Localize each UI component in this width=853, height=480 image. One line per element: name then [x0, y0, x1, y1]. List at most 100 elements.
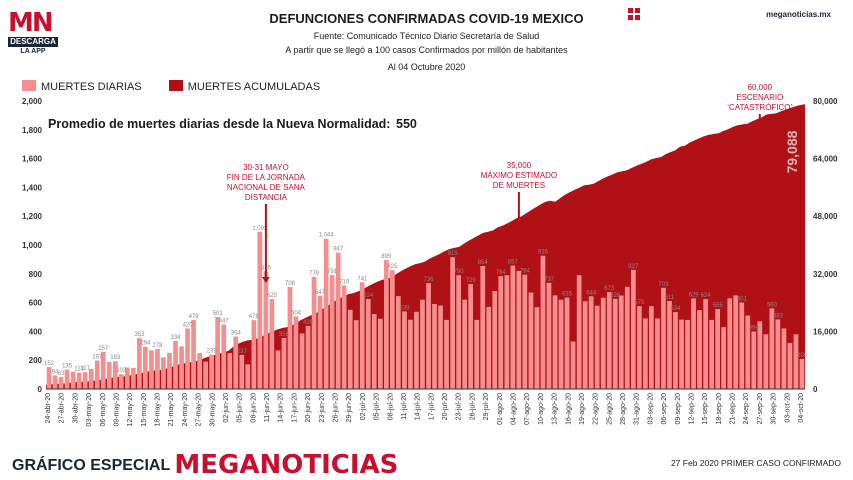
- daily-bar: [745, 315, 751, 389]
- annotation-arrowhead: [261, 277, 270, 283]
- daily-bar: [733, 295, 739, 389]
- daily-value-label: 741: [357, 276, 368, 282]
- daily-bar: [221, 324, 227, 389]
- daily-bar: [739, 302, 745, 389]
- daily-value-label: 355: [279, 332, 290, 338]
- annotation-text: DISTANCIA: [245, 193, 288, 202]
- annotation-text: 60,000: [748, 83, 773, 92]
- daily-value-label: 947: [333, 247, 344, 253]
- daily-bar: [576, 275, 582, 389]
- daily-bar: [371, 314, 377, 389]
- daily-bar: [359, 282, 365, 389]
- daily-bar: [131, 368, 136, 389]
- legend-swatch-daily: [22, 80, 36, 91]
- daily-bar: [191, 320, 196, 389]
- chart-subtitle-date: Al 04 Octubre 2020: [387, 62, 466, 72]
- y-right-tick-label: 0: [813, 385, 818, 394]
- daily-bar: [510, 265, 516, 389]
- chart-title: DEFUNCIONES CONFIRMADAS COVID-19 MEXICO: [269, 11, 584, 26]
- daily-value-label: 501: [213, 311, 224, 317]
- daily-value-label: 854: [478, 260, 489, 266]
- daily-bar: [540, 255, 546, 389]
- daily-value-label: 117: [80, 366, 90, 372]
- daily-bar: [631, 269, 636, 389]
- x-tick-label: 01-ago-20: [497, 393, 504, 425]
- daily-value-label: 555: [713, 303, 724, 309]
- daily-bar: [606, 292, 612, 389]
- daily-bar: [317, 295, 323, 389]
- daily-value-label: 779: [309, 271, 320, 277]
- y-left-tick-label: 400: [29, 327, 43, 336]
- daily-value-label: 784: [496, 270, 507, 276]
- meganoticias-logo[interactable]: MN DESCARGA LA APP: [8, 10, 58, 56]
- x-tick-label: 03-may-20: [86, 393, 93, 427]
- daily-bar: [703, 299, 708, 389]
- daily-value-label: 239: [207, 349, 218, 355]
- x-tick-label: 12-sep-20: [689, 393, 696, 425]
- y-right-tick-label: 64,000: [813, 155, 838, 164]
- x-tick-label: 23-jul-20: [456, 393, 463, 420]
- daily-bar: [335, 252, 341, 389]
- x-tick-label: 30-may-20: [209, 393, 216, 427]
- daily-value-label: 135: [62, 364, 73, 370]
- daily-bar: [522, 274, 528, 389]
- cumulative-end-label: 79,088: [784, 130, 800, 173]
- daily-value-label: 447: [219, 319, 230, 325]
- daily-bar: [685, 319, 690, 389]
- x-tick-label: 04-oct-20: [798, 393, 805, 423]
- daily-bar: [474, 319, 480, 389]
- site-url[interactable]: meganoticias.mx: [766, 10, 831, 19]
- x-tick-label: 09-may-20: [114, 393, 121, 427]
- daily-bar: [679, 319, 684, 389]
- y-left-tick-label: 1,600: [22, 155, 43, 164]
- daily-bar: [353, 320, 359, 389]
- x-tick-label: 10-ago-20: [538, 393, 545, 425]
- y-left-tick-label: 600: [29, 299, 43, 308]
- y-left-tick-label: 0: [38, 385, 43, 394]
- x-tick-label: 04-ago-20: [511, 393, 518, 425]
- grid-icon[interactable]: [628, 8, 640, 20]
- x-tick-label: 28-ago-20: [620, 393, 627, 425]
- footer-brand-block: GRÁFICO ESPECIAL MEGANOTICIAS: [12, 450, 398, 480]
- daily-bar: [106, 361, 112, 389]
- daily-bar: [492, 291, 498, 389]
- daily-value-label: 334: [170, 335, 181, 341]
- y-left-tick-label: 1,400: [22, 183, 43, 192]
- daily-value-label: 703: [658, 282, 669, 288]
- daily-value-label: 1,092: [252, 226, 268, 232]
- daily-bar: [721, 327, 726, 389]
- daily-value-label: 635: [562, 292, 573, 298]
- daily-bar: [697, 310, 702, 389]
- daily-bar: [227, 353, 233, 389]
- daily-value-label: 113: [74, 367, 84, 373]
- daily-bar: [245, 364, 251, 389]
- daily-bar: [450, 257, 455, 389]
- daily-bar: [432, 304, 437, 389]
- daily-bar: [112, 361, 118, 389]
- daily-bar: [408, 319, 413, 389]
- y-left-tick-label: 1,000: [22, 241, 43, 250]
- x-tick-label: 05-jun-20: [237, 393, 244, 423]
- x-tick-label: 05-jul-20: [374, 393, 381, 420]
- daily-value-label: 208: [797, 353, 808, 359]
- x-tick-label: 26-jun-20: [333, 393, 340, 423]
- daily-value-label: 644: [586, 290, 597, 296]
- daily-bar: [793, 334, 799, 389]
- footer-brand: MEGANOTICIAS: [174, 450, 399, 480]
- daily-bar: [378, 318, 383, 389]
- x-tick-label: 21-may-20: [168, 393, 175, 427]
- y-left-tick-label: 2,000: [22, 97, 43, 106]
- y-right-tick-label: 80,000: [813, 97, 838, 106]
- daily-bar: [414, 311, 419, 389]
- x-tick-label: 18-sep-20: [716, 393, 723, 425]
- daily-value-label: 827: [628, 264, 639, 270]
- x-tick-label: 24-abr-20: [45, 393, 52, 423]
- daily-value-label: 420: [183, 323, 194, 329]
- annotation-text: ESCENARIO: [736, 93, 783, 102]
- daily-bar: [564, 297, 570, 389]
- daily-bar: [570, 341, 576, 389]
- daily-value-label: 1,044: [319, 233, 335, 239]
- daily-bar: [612, 298, 618, 389]
